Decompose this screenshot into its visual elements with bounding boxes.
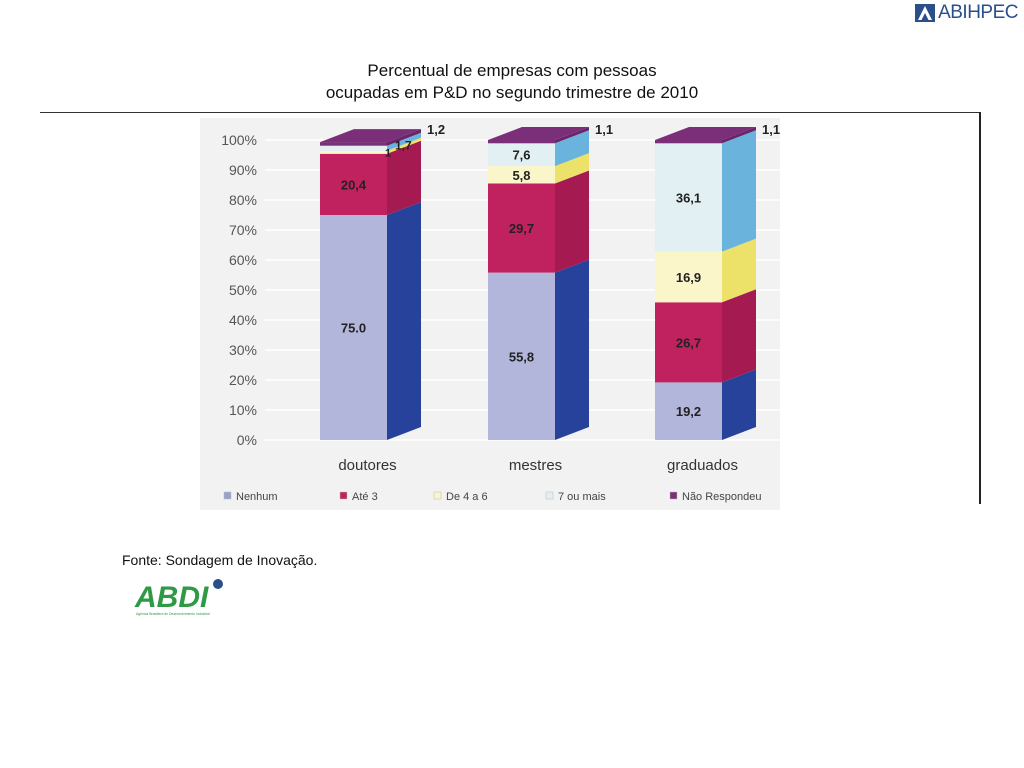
bar-mestres-n-o-respondeu-front: [488, 140, 555, 144]
bar-mestres-at-3-front: [488, 183, 555, 273]
data-label: 5,8: [512, 168, 530, 183]
abdi-logo: ABDI Agência Brasileira de Desenvolvimen…: [134, 576, 226, 623]
bar-graduados-de-4-a-6-front: [655, 251, 722, 303]
bar-graduados-nenhum-front: [655, 382, 722, 440]
y-tick-label: 30%: [229, 342, 257, 358]
bar-doutores-n-o-respondeu-front: [320, 142, 387, 146]
y-tick-label: 50%: [229, 282, 257, 298]
y-tick-label: 90%: [229, 162, 257, 178]
frame-right-rule: [979, 112, 981, 504]
bar-graduados-7-ou-mais-side: [722, 130, 756, 252]
stacked-bar-chart: 0% 10% 20% 30% 40% 50% 60% 70% 80% 90% 100% doutore…: [200, 118, 780, 510]
bar-graduados-at-3-side: [722, 289, 756, 383]
legend-swatch: [433, 491, 442, 500]
bar-graduados-at-3-front: [655, 302, 722, 383]
legend-swatch: [545, 491, 554, 500]
bar-doutores-nenhum-front: [320, 215, 387, 440]
data-label: 20,4: [341, 177, 367, 192]
legend-swatch: [223, 491, 232, 500]
bar-graduados-n-o-respondeu-front: [655, 140, 722, 144]
bar-graduados-n-o-respondeu-side: [722, 127, 756, 144]
bar-doutores-de-4-a-6-front: [320, 150, 387, 154]
abdi-logo-text: ABDI: [134, 581, 209, 614]
bar-graduados-nenhum-side: [722, 369, 756, 440]
legend-swatch: [339, 491, 348, 500]
chart-title-line-1: Percentual de empresas com pessoas: [367, 61, 657, 80]
abdi-logo-graphic: ABDI Agência Brasileira de Desenvolvimen…: [134, 579, 223, 616]
source-note: Fonte: Sondagem de Inovação.: [122, 552, 318, 568]
abihpec-logo-text: ABIHPEC: [938, 2, 1018, 23]
legend-label: De 4 a 6: [446, 491, 488, 503]
legend-label: Até 3: [352, 491, 378, 503]
bar-graduados-top-face: [655, 127, 756, 140]
data-label: 16,9: [676, 270, 701, 285]
data-label: 1: [385, 148, 391, 160]
x-category-label: graduados: [667, 457, 738, 474]
x-category-label: mestres: [509, 457, 562, 474]
abihpec-logo-icon: [915, 4, 936, 22]
y-tick-label: 60%: [229, 252, 257, 268]
data-label: 1,1: [762, 122, 780, 137]
bar-doutores-de-4-a-6-side: [387, 137, 421, 154]
abdi-logo-tagline: Agência Brasileira de Desenvolvimento In…: [136, 612, 210, 616]
x-category-label: doutores: [338, 457, 396, 474]
bar-doutores-n-o-respondeu-side: [387, 129, 421, 146]
bar-mestres-7-ou-mais-side: [555, 130, 589, 167]
y-tick-label: 100%: [221, 132, 257, 148]
abihpec-logo: ABIHPEC: [915, 2, 1018, 24]
bar-graduados-de-4-a-6-side: [722, 238, 756, 303]
data-label: 1,7: [395, 138, 412, 152]
bar-mestres-n-o-respondeu-side: [555, 127, 589, 144]
bar-doutores-top-face: [320, 129, 421, 143]
bar-graduados-7-ou-mais-front: [655, 143, 722, 252]
data-label: 7,6: [512, 148, 530, 163]
data-label: 36,1: [676, 190, 701, 205]
bar-mestres-7-ou-mais-front: [488, 143, 555, 167]
legend-label: 7 ou mais: [558, 491, 606, 503]
bar-mestres-nenhum-side: [555, 259, 589, 440]
y-tick-label: 70%: [229, 222, 257, 238]
frame-top-rule: [40, 112, 980, 113]
chart-title-line-2: ocupadas em P&D no segundo trimestre de …: [325, 83, 699, 102]
bar-mestres-nenhum-front: [488, 272, 555, 440]
legend-swatch: [669, 491, 678, 500]
data-label: 1,1: [595, 122, 613, 137]
y-tick-label: 40%: [229, 312, 257, 328]
bar-doutores-at-3-side: [387, 140, 421, 215]
bar-mestres-de-4-a-6-side: [555, 153, 589, 184]
legend-label: Nenhum: [236, 491, 278, 503]
data-label: 19,2: [676, 404, 701, 419]
data-label: 29,7: [509, 221, 534, 236]
data-label: 75.0: [341, 321, 366, 336]
chart-title: Percentual de empresas com pessoas ocupa…: [0, 60, 1024, 104]
y-tick-label: 0%: [237, 432, 257, 448]
y-tick-label: 10%: [229, 402, 257, 418]
legend-label: Não Respondeu: [682, 491, 762, 503]
abdi-logo-dot: [213, 579, 223, 589]
data-label: 1,2: [427, 122, 445, 137]
y-tick-label: 80%: [229, 192, 257, 208]
bar-mestres-de-4-a-6-front: [488, 166, 555, 184]
data-label: 26,7: [676, 335, 701, 350]
y-tick-label: 20%: [229, 372, 257, 388]
bar-doutores-at-3-front: [320, 153, 387, 215]
bar-doutores-7-ou-mais-front: [320, 145, 387, 151]
bar-mestres-top-face: [488, 127, 589, 140]
data-label: 55,8: [509, 349, 534, 364]
bar-doutores-7-ou-mais-side: [387, 132, 421, 151]
bar-doutores-nenhum-side: [387, 202, 421, 440]
bar-mestres-at-3-side: [555, 170, 589, 273]
